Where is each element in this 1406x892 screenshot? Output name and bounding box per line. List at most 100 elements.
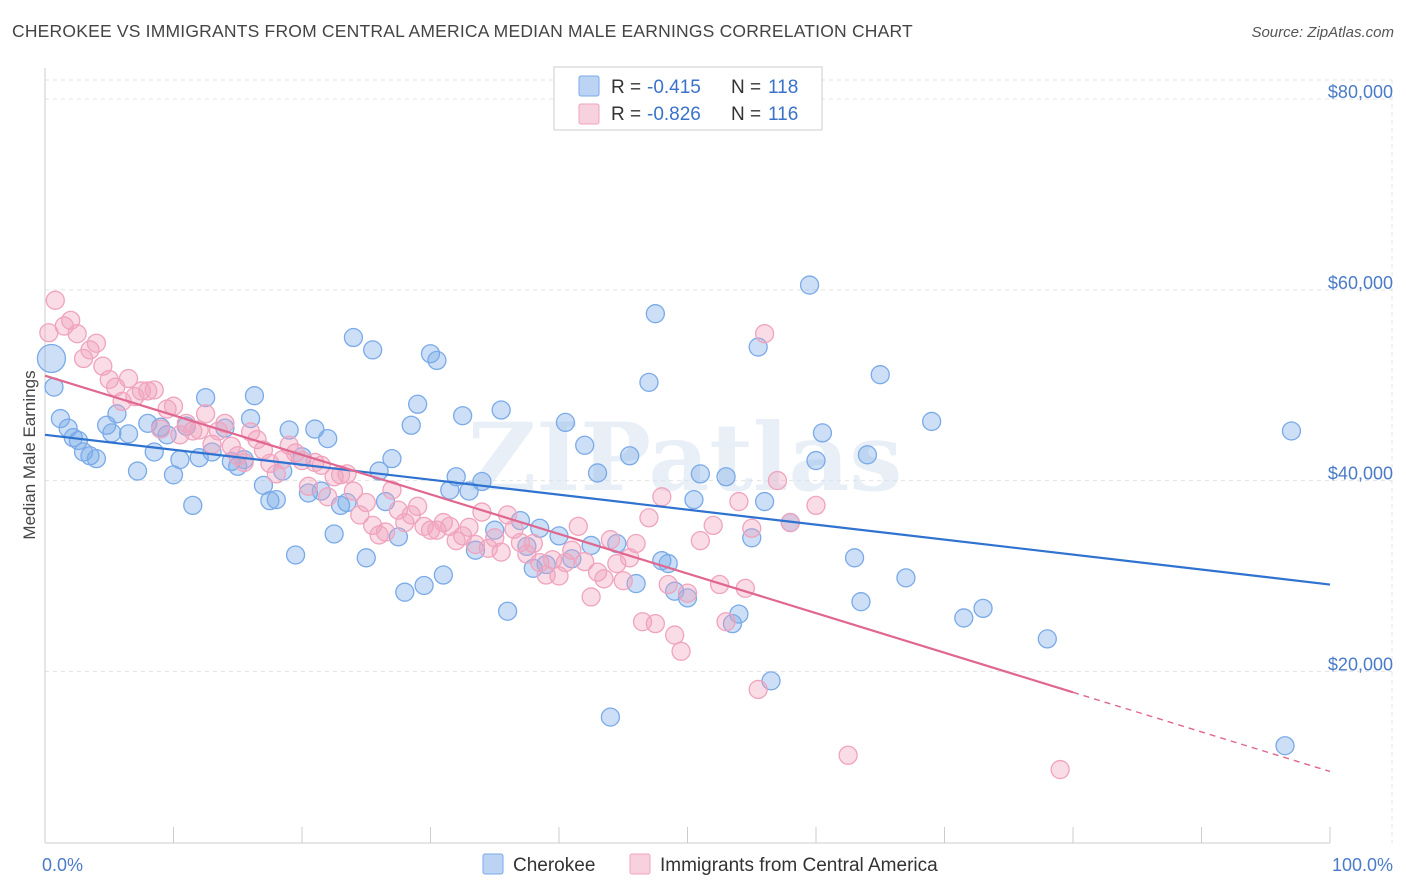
data-point — [356, 492, 376, 513]
legend-r-value-0: -0.415 — [647, 77, 701, 98]
data-point — [1037, 629, 1057, 649]
legend-n-value-0: 118 — [768, 77, 798, 98]
trend-line — [44, 433, 1331, 586]
data-point — [626, 533, 646, 554]
y-tick-label: $20,000 — [1328, 654, 1393, 674]
data-point — [677, 588, 698, 608]
data-point — [356, 548, 376, 568]
data-point — [260, 490, 280, 511]
data-point — [472, 471, 492, 492]
data-point — [234, 452, 254, 473]
trend-lines — [44, 374, 1331, 773]
data-point — [857, 445, 878, 465]
data-point — [1050, 759, 1070, 780]
series-legend-label-cherokee: Cherokee — [513, 855, 595, 876]
legend-n-value-1: 116 — [768, 104, 798, 125]
data-point — [658, 574, 678, 595]
data-point — [99, 369, 119, 390]
data-point — [279, 420, 299, 440]
series-immigrants-points — [39, 290, 1070, 780]
legend-n-label-1: N = — [731, 104, 761, 125]
data-point — [594, 569, 614, 589]
data-point — [690, 531, 710, 551]
data-point — [754, 324, 775, 344]
data-point — [497, 601, 518, 621]
data-point — [665, 625, 685, 645]
data-point — [343, 481, 364, 501]
data-point — [150, 419, 171, 439]
data-point — [407, 496, 428, 516]
data-point — [485, 520, 505, 540]
data-point — [427, 350, 447, 371]
data-point — [973, 598, 993, 619]
data-point — [266, 464, 286, 484]
data-point — [138, 381, 158, 401]
data-point — [452, 406, 473, 426]
data-point — [215, 413, 235, 434]
data-point — [45, 290, 65, 310]
series-legend-label-immigrants: Immigrants from Central America — [660, 855, 938, 876]
data-point — [240, 422, 261, 442]
data-point — [838, 745, 858, 765]
data-point — [684, 489, 704, 510]
watermark: ZIPatlas — [468, 403, 903, 513]
data-point — [922, 411, 942, 432]
data-point — [459, 481, 479, 501]
data-point — [620, 446, 640, 466]
data-point — [127, 461, 148, 481]
data-point — [799, 275, 820, 295]
data-point — [568, 516, 588, 537]
data-point — [1281, 421, 1302, 441]
legend-swatch-immigrants — [578, 103, 600, 125]
y-tick-label: $60,000 — [1328, 273, 1393, 293]
data-point — [645, 613, 666, 634]
data-point — [587, 463, 608, 483]
data-point — [318, 428, 338, 449]
series-cherokee-points — [36, 275, 1302, 756]
data-point — [318, 487, 338, 507]
data-point — [703, 515, 723, 536]
data-point — [343, 327, 364, 348]
axes — [44, 68, 1331, 844]
data-point — [266, 489, 286, 510]
data-point — [170, 449, 190, 470]
y-tick-label: $80,000 — [1328, 82, 1393, 102]
data-point — [407, 394, 428, 414]
data-point — [806, 450, 826, 471]
data-point — [247, 429, 267, 450]
data-point — [645, 304, 666, 324]
data-point — [244, 386, 265, 406]
data-point — [581, 587, 601, 607]
data-point — [285, 545, 306, 565]
data-point — [844, 548, 865, 568]
data-point — [690, 464, 710, 484]
data-point — [575, 435, 595, 455]
data-point — [491, 400, 511, 420]
legend-swatch-cherokee — [578, 75, 600, 97]
y-axis-title: Median Male Earnings — [20, 370, 39, 539]
data-point — [639, 508, 659, 528]
data-point — [716, 467, 736, 487]
data-point — [395, 582, 415, 602]
data-point — [639, 372, 659, 392]
x-tick-label: 0.0% — [42, 855, 83, 875]
data-point — [613, 571, 633, 591]
data-point — [600, 707, 621, 727]
data-point — [86, 333, 107, 353]
data-point — [555, 552, 576, 573]
data-point — [375, 522, 396, 542]
legend-r-label-1: R = — [611, 104, 641, 125]
data-point — [677, 583, 698, 603]
y-tick-labels: $20,000 $40,000 $60,000 $80,000 — [1328, 82, 1393, 674]
data-point — [767, 470, 788, 491]
data-point — [144, 442, 164, 462]
data-point — [202, 442, 222, 462]
data-point — [298, 476, 319, 496]
data-point — [562, 540, 582, 560]
data-point — [555, 412, 576, 433]
data-point — [896, 568, 916, 588]
data-point — [221, 436, 241, 456]
source-label: Source: ZipAtlas.com — [1251, 24, 1394, 41]
data-point — [195, 387, 216, 408]
